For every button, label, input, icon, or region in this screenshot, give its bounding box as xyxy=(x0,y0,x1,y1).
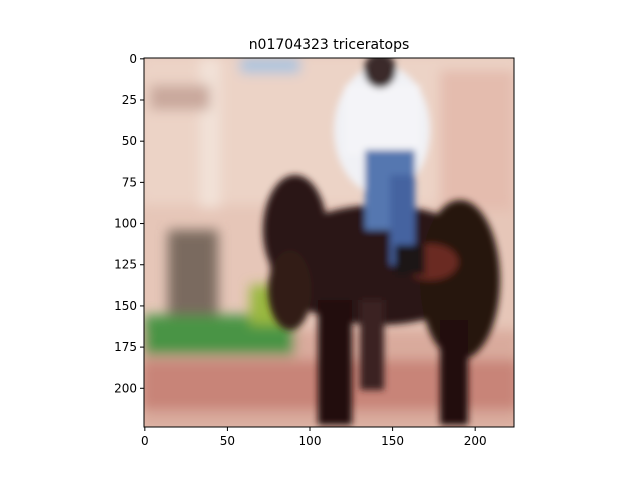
y-tick-label: 0 xyxy=(129,52,137,66)
y-tick-label: 200 xyxy=(114,381,137,395)
y-tick-label: 50 xyxy=(122,134,137,148)
y-tick-label: 25 xyxy=(122,93,137,107)
y-tick-label: 75 xyxy=(122,175,137,189)
x-tick-label: 50 xyxy=(220,434,235,448)
x-tick-label: 0 xyxy=(141,434,149,448)
axes-frame xyxy=(143,57,515,428)
y-tick-label: 150 xyxy=(114,299,137,313)
plot-title: n01704323 triceratops xyxy=(249,37,410,53)
x-tick-label: 150 xyxy=(381,434,404,448)
y-tick-label: 125 xyxy=(114,258,137,272)
y-tick-label: 175 xyxy=(114,340,137,354)
x-tick-label: 200 xyxy=(464,434,487,448)
x-axis: 0 50 100 150 200 xyxy=(141,427,487,448)
y-tick-label: 100 xyxy=(114,217,137,231)
y-axis: 0 25 50 75 100 125 150 175 200 xyxy=(114,52,144,395)
x-tick-label: 100 xyxy=(299,434,322,448)
photo-image xyxy=(144,58,514,427)
